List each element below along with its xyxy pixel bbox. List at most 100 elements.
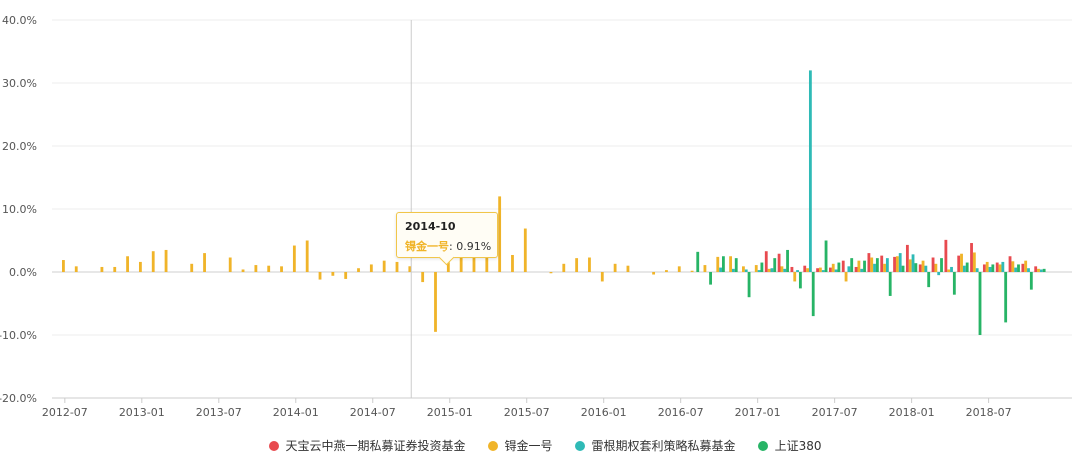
bar: [690, 270, 694, 272]
bar: [382, 260, 386, 272]
bar: [1024, 260, 1028, 272]
legend-item-sz380[interactable]: 上证380: [757, 437, 822, 454]
x-tick-label: 2016-01: [581, 406, 627, 419]
bar: [898, 253, 902, 272]
bar: [998, 264, 1002, 272]
y-tick-label: 30.0%: [2, 77, 37, 90]
y-tick-label: -10.0%: [0, 329, 37, 342]
bar: [1042, 268, 1046, 272]
bar: [562, 263, 566, 272]
bar: [960, 253, 963, 272]
bar: [318, 272, 322, 280]
bar: [754, 265, 758, 272]
bar: [151, 251, 155, 272]
bar: [895, 256, 899, 272]
legend-dot-icon: [757, 440, 768, 451]
bar: [1034, 266, 1038, 272]
legend: 天宝云中燕一期私募证券投资基金 锝金一号 雷根期权套利策略私募基金 上证380: [0, 437, 1090, 454]
bar: [867, 253, 871, 272]
bar: [854, 266, 858, 272]
bar: [806, 268, 809, 272]
bar: [421, 272, 425, 283]
bar: [459, 256, 463, 272]
legend-label: 上证380: [774, 439, 822, 453]
x-tick-label: 2015-01: [427, 406, 473, 419]
bar: [1039, 269, 1043, 272]
bar: [744, 269, 748, 272]
bar: [344, 272, 348, 279]
bar: [818, 267, 822, 272]
x-tick-label: 2016-07: [658, 406, 704, 419]
bar: [721, 256, 725, 272]
legend-label: 锝金一号: [504, 439, 553, 453]
bar: [978, 272, 982, 335]
tooltip-value-line: 锝金一号: 0.91%: [405, 238, 491, 254]
bar: [203, 253, 206, 272]
bar: [498, 196, 502, 272]
bar: [962, 265, 966, 272]
bar: [626, 265, 630, 272]
bar: [811, 272, 815, 317]
bar: [747, 272, 751, 298]
bar: [267, 265, 271, 272]
y-tick-label: 40.0%: [2, 14, 37, 27]
bar: [821, 270, 825, 272]
x-axis: 2012-07 2013-01 2013-07 2014-01 2014-07 2015-…: [42, 397, 1072, 419]
bar: [857, 260, 861, 272]
x-tick-label: 2017-07: [812, 406, 858, 419]
bar: [798, 272, 802, 289]
x-tick-label: 2013-07: [196, 406, 242, 419]
bar: [885, 258, 889, 272]
x-tick-label: 2013-01: [119, 406, 165, 419]
bar: [777, 253, 781, 272]
bar: [600, 272, 604, 282]
legend-item-tianbao[interactable]: 天宝云中燕一期私募证券投资基金: [268, 437, 466, 454]
bar: [793, 272, 797, 282]
bars: [62, 70, 1046, 335]
bar: [1021, 263, 1025, 272]
bar: [940, 258, 943, 272]
y-tick-label: 0.0%: [9, 266, 37, 279]
bar: [280, 266, 283, 272]
bar: [164, 249, 168, 272]
bar: [786, 249, 789, 272]
bar: [138, 261, 142, 272]
bar: [434, 272, 437, 332]
bar: [575, 258, 579, 272]
bar: [880, 255, 884, 272]
legend-item-dejin[interactable]: 锝金一号: [487, 437, 553, 454]
bar: [549, 272, 553, 274]
bar: [824, 240, 828, 272]
bar: [1001, 261, 1005, 272]
y-tick-label: 20.0%: [2, 140, 37, 153]
bar: [911, 254, 915, 272]
legend-item-leigen[interactable]: 雷根期权套利策略私募基金: [574, 437, 736, 454]
x-tick-label: 2014-07: [350, 406, 396, 419]
bar: [875, 258, 879, 272]
bar: [888, 272, 892, 296]
bar: [883, 263, 886, 272]
legend-label: 天宝云中燕一期私募证券投资基金: [285, 439, 466, 453]
bar: [709, 272, 712, 285]
bar: [860, 268, 864, 272]
bar: [485, 244, 489, 272]
bar: [331, 272, 335, 276]
bar: [965, 262, 969, 272]
bar: [783, 268, 787, 272]
bar: [696, 251, 700, 272]
bar: [937, 272, 941, 276]
bar: [918, 264, 922, 272]
bar: [982, 264, 986, 272]
bar: [831, 263, 835, 272]
bar: [850, 258, 854, 272]
bar: [757, 270, 761, 272]
bar: [652, 272, 656, 275]
legend-dot-icon: [268, 440, 279, 451]
bar: [947, 269, 951, 272]
x-tick-label: 2015-07: [504, 406, 550, 419]
x-tick-label: 2017-01: [735, 406, 781, 419]
bar: [863, 260, 866, 272]
bar: [703, 265, 707, 272]
bar: [408, 266, 412, 272]
bar: [126, 256, 129, 272]
